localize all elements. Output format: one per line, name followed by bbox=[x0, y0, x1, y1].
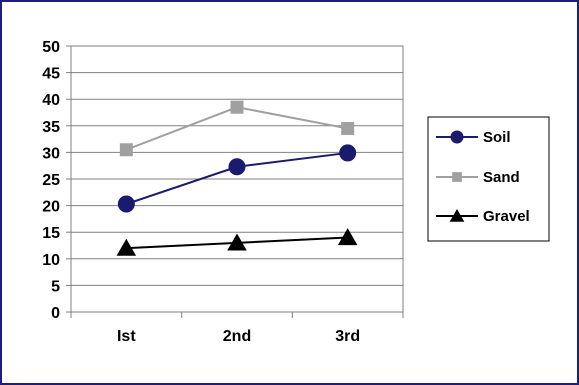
legend-marker-soil bbox=[450, 130, 464, 144]
legend-marker-sand bbox=[452, 172, 462, 182]
y-tick-label: 35 bbox=[42, 119, 60, 136]
x-tick-label: Ist bbox=[117, 328, 136, 345]
legend-marker-gravel bbox=[449, 208, 465, 222]
y-tick-label: 10 bbox=[42, 252, 60, 269]
x-axis: Ist 2nd 3rd bbox=[70, 311, 404, 345]
legend-label-sand: Sand bbox=[483, 169, 520, 186]
y-tick-label: 25 bbox=[42, 172, 60, 189]
y-tick-label: 0 bbox=[51, 305, 60, 322]
data-point-gravel bbox=[227, 233, 247, 251]
x-tick-label: 3rd bbox=[335, 328, 360, 345]
y-tick-label: 20 bbox=[42, 199, 60, 216]
data-point-gravel bbox=[337, 228, 358, 246]
legend-item-gravel: Gravel bbox=[436, 208, 530, 225]
series-gravel bbox=[116, 228, 358, 256]
y-tick-label: 30 bbox=[42, 145, 60, 162]
data-point-sand bbox=[119, 143, 133, 157]
series-soil bbox=[117, 144, 357, 213]
legend: Soil Sand Gravel bbox=[427, 116, 550, 242]
series-group bbox=[116, 100, 358, 256]
series-sand bbox=[119, 100, 355, 157]
y-axis: 0 5 10 15 20 25 30 35 40 45 50 bbox=[42, 39, 72, 322]
y-tick-label: 50 bbox=[42, 39, 60, 56]
data-point-soil bbox=[339, 144, 357, 162]
legend-item-soil: Soil bbox=[436, 129, 511, 146]
legend-item-sand: Sand bbox=[436, 169, 520, 186]
data-point-soil bbox=[117, 195, 135, 213]
data-point-gravel bbox=[116, 238, 137, 256]
legend-label-gravel: Gravel bbox=[483, 208, 530, 225]
x-tick-label: 2nd bbox=[223, 328, 251, 345]
legend-label-soil: Soil bbox=[483, 129, 511, 146]
data-point-sand bbox=[341, 121, 355, 135]
y-tick-label: 40 bbox=[42, 92, 60, 109]
y-tick-label: 5 bbox=[51, 278, 60, 295]
y-tick-label: 15 bbox=[42, 225, 60, 242]
y-tick-label: 45 bbox=[42, 66, 60, 83]
data-point-soil bbox=[228, 158, 246, 176]
data-point-sand bbox=[230, 100, 244, 114]
